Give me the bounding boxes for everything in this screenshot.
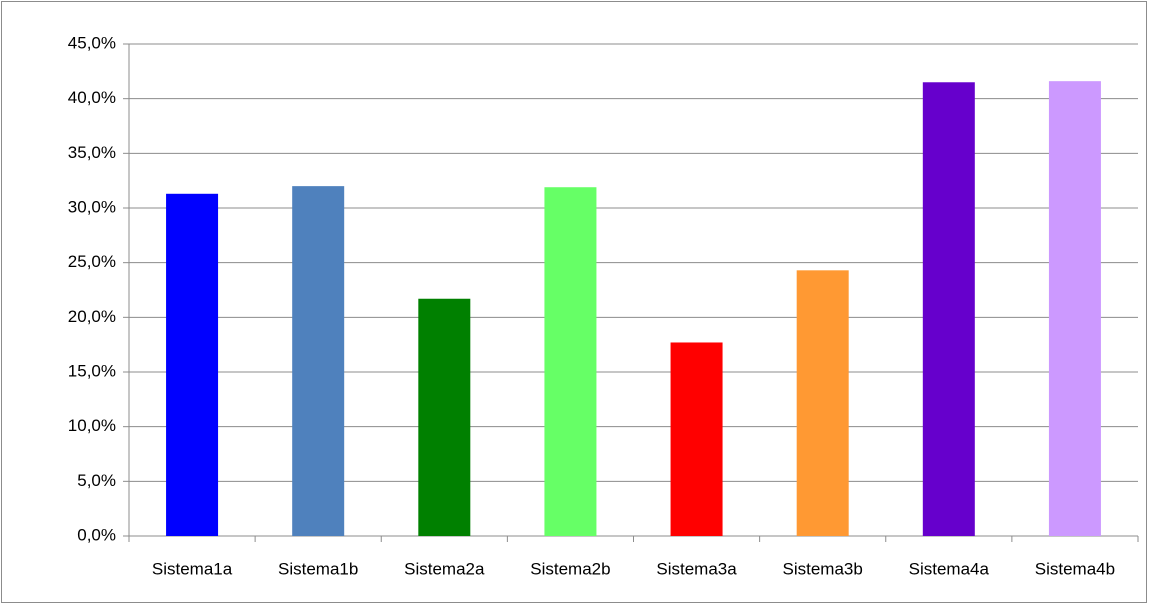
y-tick-label: 0,0% [77, 525, 116, 544]
x-tick-label: Sistema2b [530, 559, 610, 578]
y-tick-label: 30,0% [68, 197, 116, 216]
bar [544, 187, 597, 536]
y-tick-label: 25,0% [68, 252, 116, 271]
x-tick-label: Sistema3b [783, 559, 863, 578]
bar [1048, 81, 1101, 536]
bar [670, 342, 723, 536]
x-tick-label: Sistema3a [656, 559, 737, 578]
bar [292, 186, 345, 536]
x-tick-label: Sistema4a [909, 559, 990, 578]
y-tick-label: 10,0% [68, 416, 116, 435]
y-tick-label: 45,0% [68, 33, 116, 52]
bar [922, 82, 975, 537]
x-tick-label: Sistema4b [1035, 559, 1115, 578]
y-tick-label: 40,0% [68, 88, 116, 107]
y-tick-label: 35,0% [68, 143, 116, 162]
bar [796, 270, 849, 536]
bar [418, 298, 471, 536]
y-tick-label: 15,0% [68, 361, 116, 380]
bar [166, 193, 219, 536]
y-tick-label: 5,0% [77, 471, 116, 490]
x-tick-label: Sistema1a [152, 559, 233, 578]
x-tick-label: Sistema1b [278, 559, 358, 578]
y-tick-label: 20,0% [68, 307, 116, 326]
x-tick-label: Sistema2a [404, 559, 485, 578]
